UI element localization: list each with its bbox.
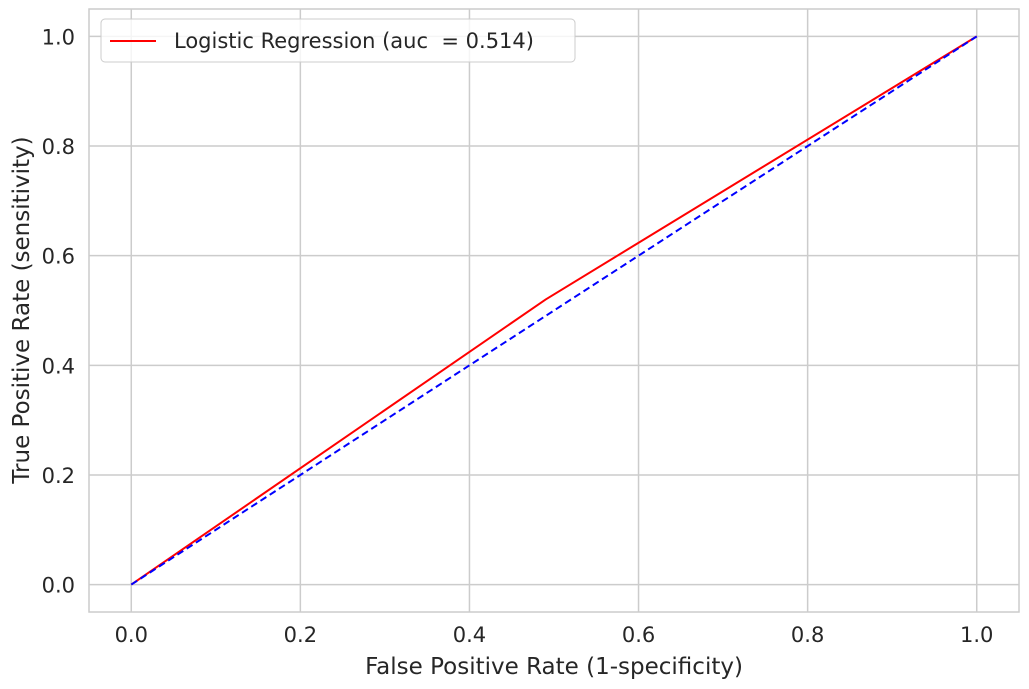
- plot-frame: [88, 8, 1020, 613]
- series-lines: [130, 35, 978, 586]
- y-tick-label: 0.2: [42, 464, 75, 488]
- x-tick-label: 1.0: [960, 623, 993, 647]
- y-axis-label: True Positive Rate (sensitivity): [9, 136, 35, 484]
- y-tick-label: 0.4: [42, 354, 75, 378]
- logistic-regression-roc-line: [130, 35, 978, 586]
- x-tick-label: 0.0: [115, 623, 148, 647]
- x-tick-label: 0.2: [284, 623, 317, 647]
- y-tick-label: 0.6: [42, 245, 75, 269]
- legend: Logistic Regression (auc = 0.514): [100, 18, 576, 63]
- grid-lines: [89, 9, 1019, 612]
- x-tick-label: 0.8: [791, 623, 824, 647]
- x-axis-label: False Positive Rate (1-specificity): [365, 654, 743, 680]
- legend-box: [100, 18, 576, 63]
- y-tick-label: 0.0: [42, 574, 75, 598]
- y-tick-label: 1.0: [42, 25, 75, 49]
- x-tick-label: 0.4: [453, 623, 486, 647]
- chance-diagonal-line: [130, 35, 978, 586]
- legend-label-logistic-regression: Logistic Regression (auc = 0.514): [174, 29, 534, 53]
- x-tick-label: 0.6: [622, 623, 655, 647]
- y-tick-label: 0.8: [42, 135, 75, 159]
- y-tick-labels: 0.0 0.2 0.4 0.6 0.8 1.0: [42, 25, 75, 597]
- x-tick-labels: 0.0 0.2 0.4 0.6 0.8 1.0: [115, 623, 994, 647]
